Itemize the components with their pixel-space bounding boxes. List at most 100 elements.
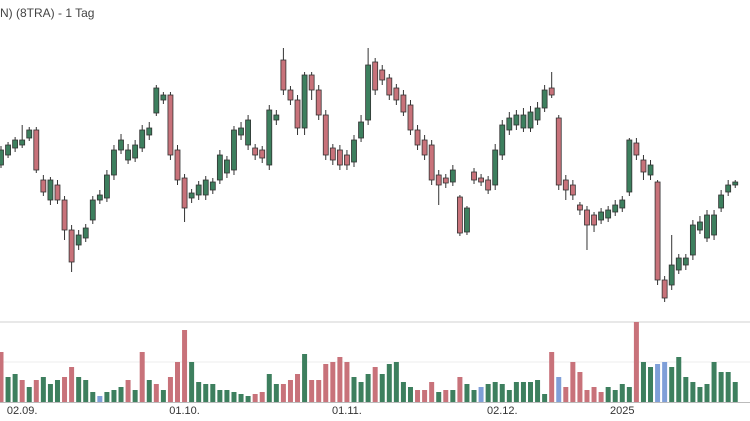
candle-body: [160, 94, 167, 101]
volume-bar: [238, 394, 244, 402]
candle-body: [82, 227, 89, 239]
candle-body: [280, 59, 287, 91]
candle-body: [534, 107, 541, 121]
candle-body: [61, 199, 68, 231]
volume-bar: [189, 362, 195, 402]
volume-bar: [669, 367, 675, 402]
volume-bar: [302, 354, 308, 402]
candle-body: [96, 194, 103, 201]
candle-body: [47, 179, 54, 201]
candle-body: [640, 159, 647, 173]
candle-body: [605, 209, 612, 219]
candle-body: [111, 149, 117, 176]
candle-body: [125, 149, 131, 161]
volume-bar: [429, 382, 435, 402]
candle-body: [351, 139, 357, 163]
volume-bar: [393, 362, 399, 402]
candle-body: [146, 127, 153, 136]
volume-bar: [662, 362, 668, 402]
candle-body: [181, 177, 188, 209]
candle-body: [647, 164, 654, 176]
candle-body: [449, 169, 456, 183]
volume-bar: [499, 384, 505, 402]
volume-bar: [26, 387, 32, 402]
candle-body: [118, 139, 124, 151]
candle-body: [259, 149, 266, 159]
volume-bar: [167, 377, 173, 402]
volume-bar: [633, 322, 639, 402]
volume-bar: [732, 382, 738, 402]
candle-body: [231, 129, 237, 171]
candle-body: [393, 87, 400, 101]
candle-body: [584, 209, 590, 226]
candle-body: [19, 139, 26, 146]
volume-bar: [542, 394, 548, 402]
volume-bar: [471, 390, 477, 402]
candle-body: [562, 179, 569, 191]
volume-bar: [245, 396, 251, 402]
volume-bar: [655, 364, 661, 402]
candle-body: [301, 74, 308, 129]
chart-title: N) (8TRA) - 1 Tag: [0, 6, 94, 20]
candle-body: [322, 114, 329, 156]
candle-body: [54, 184, 61, 201]
candle-body: [139, 129, 146, 149]
candle-body: [188, 192, 195, 199]
volume-bar: [104, 392, 110, 402]
candle-body: [471, 171, 477, 181]
candle-body: [400, 94, 407, 113]
volume-bar: [231, 392, 237, 402]
candle-body: [386, 77, 393, 96]
volume-bar: [97, 396, 103, 402]
volume-bar: [520, 382, 526, 402]
candle-body: [520, 114, 527, 129]
candle-body: [329, 147, 336, 161]
candle-body: [358, 121, 364, 139]
candle-body: [104, 174, 110, 199]
candle-body: [718, 194, 725, 209]
candle-body: [0, 149, 4, 166]
candle-body: [245, 119, 252, 146]
candle-body: [407, 104, 414, 131]
candle-body: [132, 144, 139, 159]
x-tick-label: 01.10.: [169, 405, 200, 417]
volume-bar: [76, 377, 82, 402]
candle-body: [167, 94, 174, 156]
volume-bar: [450, 390, 456, 402]
candle-body: [548, 87, 555, 96]
volume-bar: [436, 392, 442, 402]
volume-bar: [90, 392, 96, 402]
candle-body: [541, 89, 548, 109]
volume-bar: [266, 374, 272, 402]
candle-body: [75, 234, 82, 246]
volume-bar: [12, 374, 18, 402]
candle-body: [224, 159, 230, 174]
candle-body: [506, 117, 513, 131]
volume-bar: [648, 367, 654, 402]
volume-bar: [210, 384, 216, 402]
volume-bar: [47, 384, 53, 402]
volume-bar: [513, 382, 519, 402]
volume-bar: [323, 364, 329, 402]
volume-bar: [725, 372, 731, 402]
candle-body: [704, 214, 710, 239]
volume-bar: [182, 330, 188, 402]
candle-body: [12, 139, 19, 149]
volume-bar: [118, 387, 124, 402]
volume-bar: [697, 387, 703, 402]
volume-bar: [132, 390, 138, 402]
volume-bar: [217, 390, 223, 402]
volume-bar: [676, 357, 682, 402]
volume-bar: [457, 377, 463, 402]
candle-body: [633, 142, 640, 156]
volume-bar: [19, 380, 25, 402]
candle-body: [555, 117, 562, 186]
volume-bar: [619, 384, 625, 402]
candle-body: [732, 181, 739, 186]
volume-bar: [492, 382, 498, 402]
volume-bar: [252, 394, 258, 402]
candle-body: [26, 129, 33, 139]
volume-bar: [570, 362, 576, 402]
candle-body: [485, 179, 492, 191]
